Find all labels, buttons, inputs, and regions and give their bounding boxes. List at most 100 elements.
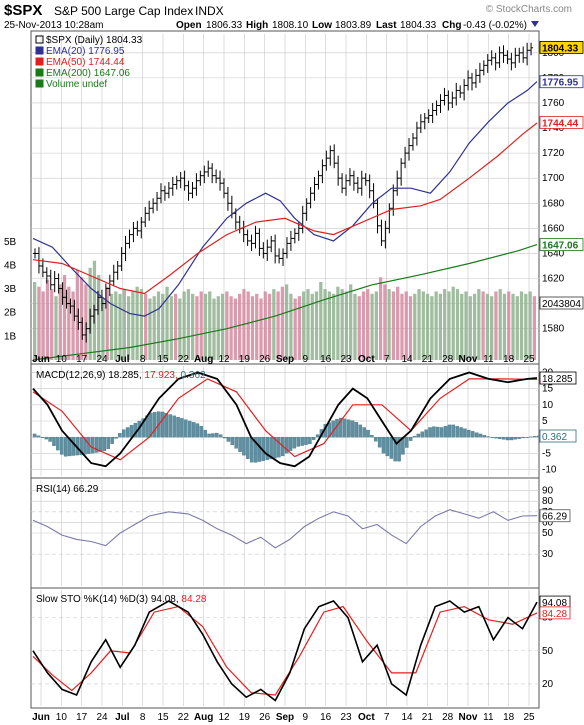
volume-bar: [58, 284, 62, 360]
macd-histogram-bar: [102, 437, 107, 451]
volume-bar: [272, 289, 276, 360]
volume-bar: [340, 289, 344, 360]
macd-histogram-bar: [501, 437, 506, 440]
macd-histogram-bar: [164, 413, 169, 438]
last-value: 1804.33: [400, 20, 437, 31]
ema50-line: [32, 122, 538, 295]
macd-histogram-bar: [71, 437, 76, 456]
x-tick-label: 16: [320, 712, 332, 723]
sto-value-tag-text: 94.08: [542, 598, 567, 609]
macd-histogram-bar: [416, 433, 421, 438]
macd-histogram-bar: [122, 429, 126, 438]
volume-bar: [361, 291, 366, 360]
volume-bar: [62, 274, 67, 360]
x-tick-label: 10: [56, 712, 68, 723]
macd-histogram-bar: [374, 437, 378, 442]
macd-histogram-bar: [207, 433, 211, 438]
volume-bars: [33, 260, 536, 360]
volume-bar: [225, 291, 229, 360]
volume-bar: [417, 289, 421, 360]
macd-legend-part: 0.362: [178, 370, 206, 381]
volume-bar: [169, 296, 173, 360]
volume-bar: [507, 291, 511, 360]
price-y-tick-label: 1760: [542, 98, 565, 109]
macd-histogram-bar: [420, 431, 425, 438]
volume-bar: [481, 291, 485, 360]
price-value-tag: [539, 116, 584, 129]
macd-histogram-bar: [370, 435, 374, 438]
macd-histogram-bar: [494, 437, 498, 439]
volume-bar: [472, 293, 477, 360]
sto-d-line: [32, 605, 538, 696]
x-tick-label: 17: [76, 712, 88, 723]
macd-histogram-bar: [36, 435, 41, 438]
macd-histogram-bar: [304, 437, 308, 445]
sto-y-tick-label: 50: [542, 646, 554, 657]
price-legend-entry: Volume undef: [46, 79, 107, 90]
macd-histogram-bar: [94, 437, 99, 453]
macd-histogram-bar: [498, 437, 502, 439]
volume-bar: [139, 289, 144, 360]
high-label: High: [246, 20, 268, 31]
x-tick-label: Jun: [32, 712, 50, 723]
macd-histogram-bar: [470, 431, 475, 438]
macd-histogram-bar: [242, 437, 246, 456]
volume-bar: [199, 291, 203, 360]
macd-histogram-bar: [343, 418, 347, 438]
volume-bar: [259, 298, 263, 360]
volume-bar: [302, 291, 306, 360]
price-value-tag-text: 1647.06: [542, 241, 579, 252]
x-tick-label-price: 15: [157, 354, 169, 365]
macd-histogram-bar: [59, 437, 64, 455]
volume-bar: [173, 293, 178, 360]
volume-y-tick-label: 5B: [4, 237, 17, 248]
volume-bar: [109, 293, 114, 360]
macd-histogram-bar: [436, 426, 440, 438]
x-tick-label: Sep: [276, 712, 294, 723]
macd-histogram-bar: [106, 437, 111, 449]
volume-bar: [156, 291, 161, 360]
x-tick-label-price: 11: [483, 354, 494, 365]
axis-labels: Jun Jun 10 10 17 17 24 24 Jul Jul 8 8 15 15 22 22 Aug Aug…: [4, 40, 584, 723]
price-legend-entry: EMA(50) 1744.44: [46, 57, 125, 68]
x-tick-label-price: 26: [259, 354, 271, 365]
volume-bar: [220, 293, 225, 360]
macd-histogram-bar: [308, 437, 312, 445]
volume-bar: [118, 293, 122, 360]
sto-value-tag-text: 84.28: [542, 609, 567, 620]
volume-bar: [289, 293, 293, 360]
price-y-tick-label: 1620: [542, 274, 565, 285]
volume-bar: [327, 291, 331, 360]
macd-histogram-bar: [366, 429, 370, 438]
macd-y-tick-label: -10: [542, 465, 557, 476]
volume-bar: [511, 293, 515, 360]
volume-bar: [126, 296, 131, 360]
volume-bar: [336, 286, 340, 360]
volume-bar: [148, 298, 152, 360]
legend-swatch: [35, 35, 44, 44]
volume-bar: [528, 291, 532, 360]
macd-histogram-bar: [273, 437, 277, 459]
macd-histogram-bar: [439, 427, 444, 438]
price-legend-entry: EMA(20) 1776.95: [46, 46, 125, 57]
rsi-value-tag: [539, 509, 571, 523]
macd-histogram-bar: [83, 437, 87, 455]
macd-histogram-bar: [48, 437, 52, 442]
macd-histogram-bar: [346, 419, 351, 438]
volume-bar: [276, 291, 280, 360]
macd-histogram-bar: [432, 426, 436, 438]
x-tick-label: 24: [96, 712, 108, 723]
volume-bar: [455, 289, 460, 360]
volume-bar: [246, 291, 250, 360]
rsi-legend: RSI(14) 66.29: [36, 484, 99, 495]
volume-bar: [413, 293, 417, 360]
macd-histogram-bar: [32, 433, 37, 438]
x-tick-label: Jul: [115, 712, 130, 723]
macd-histogram-bar: [443, 426, 448, 438]
volume-bar: [233, 298, 238, 360]
macd-histogram-bar: [277, 437, 281, 458]
macd-histogram-bar: [467, 429, 471, 438]
volume-bar: [285, 284, 289, 360]
volume-bar: [515, 296, 519, 360]
macd-histogram-bar: [168, 414, 173, 438]
